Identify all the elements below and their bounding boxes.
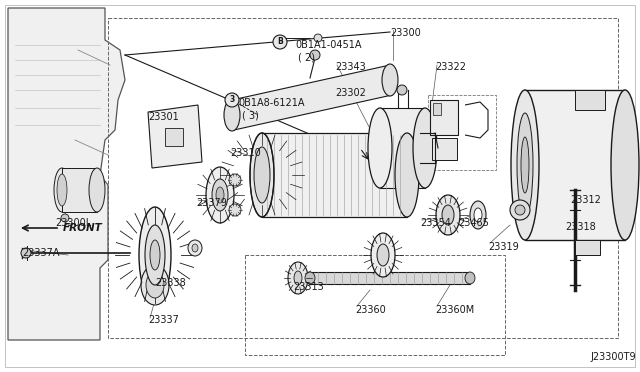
Text: 23379: 23379 — [196, 198, 227, 208]
Text: 23343: 23343 — [335, 62, 365, 72]
Circle shape — [21, 248, 31, 258]
Text: 23302: 23302 — [335, 88, 366, 98]
Circle shape — [229, 174, 241, 186]
Ellipse shape — [517, 113, 533, 217]
Bar — [575, 240, 600, 255]
Bar — [62, 168, 97, 212]
Text: 23318: 23318 — [565, 222, 596, 232]
Ellipse shape — [368, 108, 392, 188]
Polygon shape — [148, 105, 202, 168]
Ellipse shape — [139, 207, 171, 303]
Ellipse shape — [305, 272, 315, 284]
Ellipse shape — [395, 133, 419, 217]
Ellipse shape — [382, 64, 398, 96]
Ellipse shape — [150, 240, 160, 270]
Circle shape — [61, 214, 69, 222]
Circle shape — [310, 50, 320, 60]
Ellipse shape — [224, 99, 240, 131]
Ellipse shape — [206, 167, 234, 223]
Bar — [428, 95, 496, 170]
Text: ( 2): ( 2) — [298, 52, 315, 62]
Ellipse shape — [521, 137, 529, 193]
Text: 23319: 23319 — [488, 242, 519, 252]
Ellipse shape — [465, 272, 475, 284]
Ellipse shape — [510, 200, 530, 220]
Text: 23312: 23312 — [570, 195, 601, 205]
Bar — [262, 133, 407, 217]
Text: 23337: 23337 — [148, 315, 179, 325]
Ellipse shape — [288, 262, 308, 294]
Ellipse shape — [294, 271, 302, 285]
Bar — [165, 128, 183, 146]
Text: 3: 3 — [229, 96, 235, 105]
Bar — [108, 18, 618, 338]
Circle shape — [314, 34, 322, 42]
Ellipse shape — [192, 244, 198, 252]
Polygon shape — [8, 8, 125, 340]
Ellipse shape — [413, 108, 437, 188]
Text: 23313: 23313 — [293, 282, 324, 292]
Circle shape — [397, 85, 407, 95]
Text: ( 3): ( 3) — [242, 110, 259, 120]
Ellipse shape — [54, 168, 70, 212]
Text: B: B — [277, 38, 283, 46]
Ellipse shape — [442, 205, 454, 225]
Ellipse shape — [371, 233, 395, 277]
Ellipse shape — [212, 179, 228, 211]
Ellipse shape — [57, 174, 67, 206]
Text: 23300L: 23300L — [55, 218, 92, 228]
Text: 23337A: 23337A — [22, 248, 60, 258]
Ellipse shape — [254, 147, 270, 203]
Circle shape — [225, 93, 239, 107]
Text: 0B1A1-0451A: 0B1A1-0451A — [295, 40, 362, 50]
Text: 23310: 23310 — [230, 148, 260, 158]
Ellipse shape — [141, 265, 169, 305]
Ellipse shape — [511, 90, 539, 240]
Circle shape — [229, 204, 241, 216]
Ellipse shape — [89, 168, 105, 212]
Bar — [525, 90, 625, 240]
Text: 23300: 23300 — [390, 28, 420, 38]
Bar — [245, 255, 505, 355]
Text: FRONT: FRONT — [63, 223, 103, 233]
Polygon shape — [232, 65, 392, 130]
Bar — [430, 100, 458, 135]
Bar — [310, 272, 470, 284]
Ellipse shape — [250, 133, 274, 217]
Text: 23360: 23360 — [355, 305, 386, 315]
Text: 23360M: 23360M — [435, 305, 474, 315]
Bar — [433, 103, 441, 115]
Ellipse shape — [474, 208, 482, 222]
Ellipse shape — [188, 240, 202, 256]
Ellipse shape — [470, 201, 486, 229]
Bar — [575, 90, 605, 110]
Ellipse shape — [216, 187, 224, 203]
Ellipse shape — [145, 225, 165, 285]
Text: 0B1A8-6121A: 0B1A8-6121A — [238, 98, 305, 108]
Bar — [380, 108, 425, 188]
Ellipse shape — [436, 195, 460, 235]
Text: 23465: 23465 — [458, 218, 489, 228]
Ellipse shape — [611, 90, 639, 240]
Circle shape — [273, 35, 287, 49]
Text: 23301: 23301 — [148, 112, 179, 122]
Text: 23338: 23338 — [155, 278, 186, 288]
Ellipse shape — [146, 272, 164, 298]
Ellipse shape — [377, 244, 389, 266]
Text: J23300T9: J23300T9 — [590, 352, 636, 362]
Bar — [432, 138, 457, 160]
Ellipse shape — [515, 205, 525, 215]
Text: 23354: 23354 — [420, 218, 451, 228]
Text: 23322: 23322 — [435, 62, 466, 72]
